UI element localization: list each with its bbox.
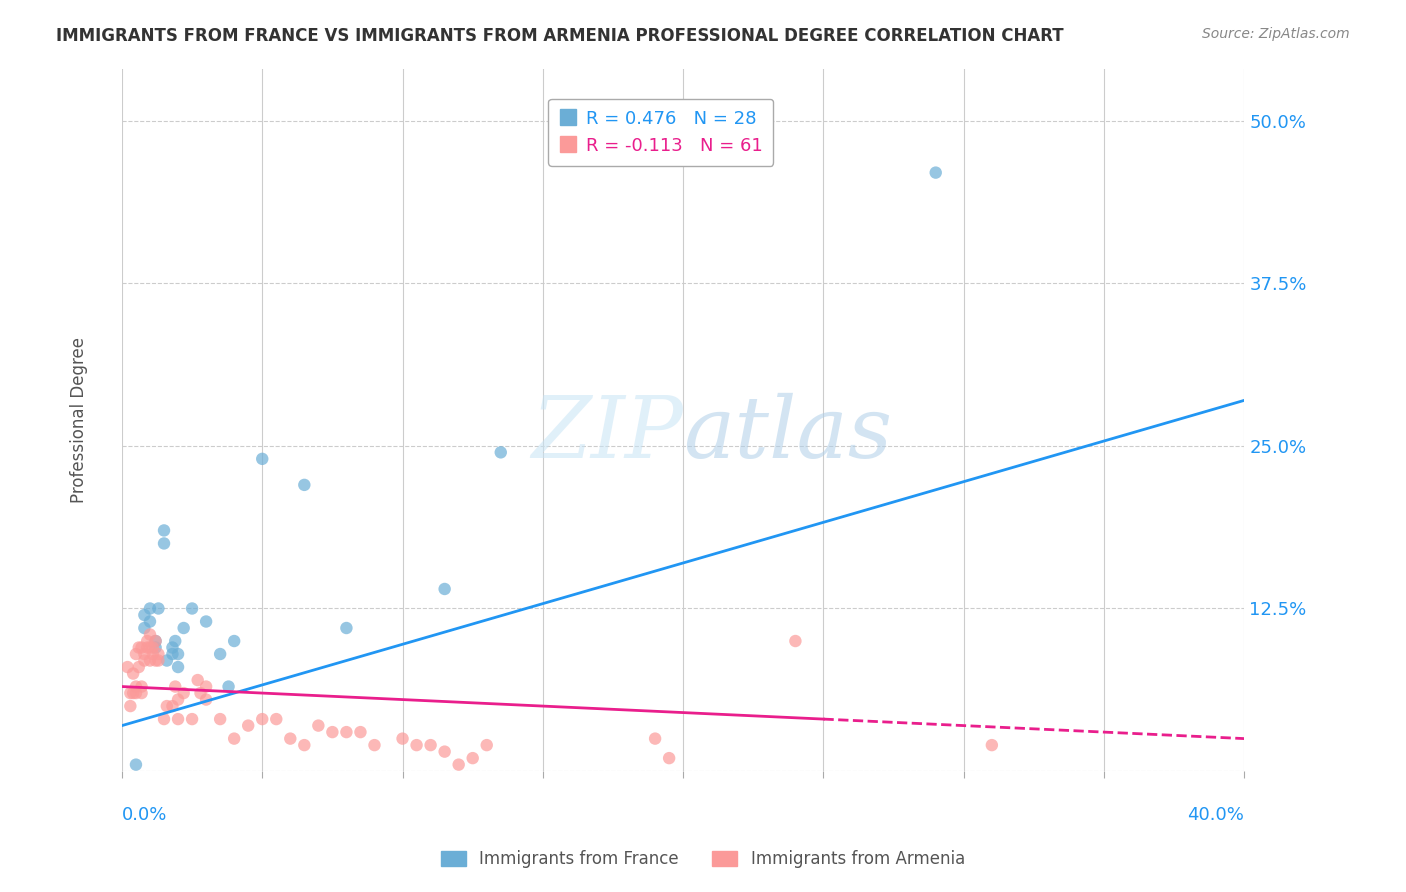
- Point: [165, 680, 187, 694]
- Point: [131, 640, 153, 655]
- Point: [153, 536, 176, 550]
- Point: [120, 686, 142, 700]
- Point: [136, 640, 159, 655]
- Point: [173, 686, 195, 700]
- Text: ZIP: ZIP: [531, 392, 683, 475]
- Point: [209, 712, 232, 726]
- Point: [139, 627, 162, 641]
- Point: [125, 757, 148, 772]
- Point: [925, 166, 948, 180]
- Text: 40.0%: 40.0%: [1188, 806, 1244, 824]
- Point: [148, 654, 170, 668]
- Point: [278, 731, 301, 746]
- Point: [145, 640, 167, 655]
- Point: [162, 699, 184, 714]
- Point: [292, 738, 315, 752]
- Point: [122, 686, 145, 700]
- Point: [162, 647, 184, 661]
- Point: [134, 621, 156, 635]
- Point: [181, 712, 204, 726]
- Point: [190, 686, 212, 700]
- Point: [131, 680, 153, 694]
- Point: [419, 738, 441, 752]
- Point: [658, 751, 681, 765]
- Point: [349, 725, 371, 739]
- Point: [307, 718, 329, 732]
- Point: [335, 725, 357, 739]
- Legend: R = 0.476   N = 28, R = -0.113   N = 61: R = 0.476 N = 28, R = -0.113 N = 61: [548, 99, 773, 166]
- Point: [167, 712, 190, 726]
- Point: [131, 686, 153, 700]
- Point: [145, 634, 167, 648]
- Point: [447, 757, 470, 772]
- Point: [142, 647, 165, 661]
- Text: Source: ZipAtlas.com: Source: ZipAtlas.com: [1202, 27, 1350, 41]
- Point: [167, 647, 190, 661]
- Point: [292, 478, 315, 492]
- Point: [980, 738, 1002, 752]
- Y-axis label: Professional Degree: Professional Degree: [70, 337, 89, 503]
- Point: [195, 615, 218, 629]
- Point: [173, 621, 195, 635]
- Point: [122, 666, 145, 681]
- Point: [165, 634, 187, 648]
- Point: [433, 745, 456, 759]
- Point: [125, 647, 148, 661]
- Point: [644, 731, 666, 746]
- Point: [128, 660, 150, 674]
- Point: [181, 601, 204, 615]
- Point: [136, 634, 159, 648]
- Point: [148, 647, 170, 661]
- Point: [134, 607, 156, 622]
- Point: [252, 451, 274, 466]
- Point: [156, 654, 179, 668]
- Point: [363, 738, 385, 752]
- Point: [252, 712, 274, 726]
- Point: [264, 712, 287, 726]
- Legend: Immigrants from France, Immigrants from Armenia: Immigrants from France, Immigrants from …: [434, 844, 972, 875]
- Point: [134, 654, 156, 668]
- Point: [489, 445, 512, 459]
- Point: [148, 601, 170, 615]
- Text: IMMIGRANTS FROM FRANCE VS IMMIGRANTS FROM ARMENIA PROFESSIONAL DEGREE CORRELATIO: IMMIGRANTS FROM FRANCE VS IMMIGRANTS FRO…: [56, 27, 1064, 45]
- Point: [156, 699, 179, 714]
- Point: [139, 654, 162, 668]
- Point: [461, 751, 484, 765]
- Point: [195, 692, 218, 706]
- Point: [145, 634, 167, 648]
- Point: [139, 601, 162, 615]
- Point: [218, 680, 240, 694]
- Point: [117, 660, 139, 674]
- Point: [153, 712, 176, 726]
- Point: [187, 673, 209, 687]
- Point: [224, 634, 246, 648]
- Point: [195, 680, 218, 694]
- Text: atlas: atlas: [683, 392, 893, 475]
- Point: [134, 647, 156, 661]
- Point: [142, 640, 165, 655]
- Point: [139, 615, 162, 629]
- Point: [162, 640, 184, 655]
- Point: [139, 640, 162, 655]
- Point: [125, 686, 148, 700]
- Point: [335, 621, 357, 635]
- Point: [785, 634, 807, 648]
- Point: [224, 731, 246, 746]
- Point: [321, 725, 343, 739]
- Text: 0.0%: 0.0%: [122, 806, 167, 824]
- Point: [145, 654, 167, 668]
- Point: [125, 680, 148, 694]
- Point: [475, 738, 498, 752]
- Point: [167, 660, 190, 674]
- Point: [433, 582, 456, 596]
- Point: [120, 699, 142, 714]
- Point: [153, 524, 176, 538]
- Point: [238, 718, 260, 732]
- Point: [405, 738, 427, 752]
- Point: [128, 640, 150, 655]
- Point: [209, 647, 232, 661]
- Point: [391, 731, 413, 746]
- Point: [167, 692, 190, 706]
